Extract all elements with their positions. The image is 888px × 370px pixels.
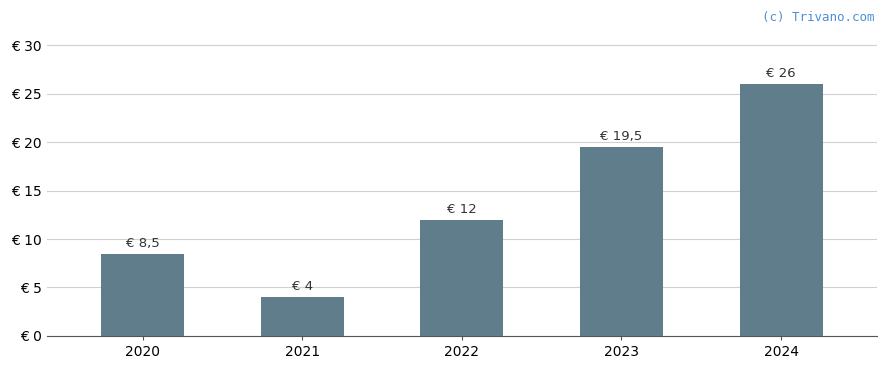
Bar	[420, 220, 503, 336]
Text: (c) Trivano.com: (c) Trivano.com	[762, 11, 875, 24]
Text: € 4: € 4	[291, 280, 313, 293]
Text: € 12: € 12	[447, 203, 477, 216]
Text: € 26: € 26	[766, 67, 796, 80]
Bar	[740, 84, 822, 336]
Bar	[261, 297, 344, 336]
Bar	[101, 253, 184, 336]
Text: € 19,5: € 19,5	[600, 130, 643, 143]
Bar	[580, 147, 663, 336]
Text: € 8,5: € 8,5	[125, 237, 159, 250]
